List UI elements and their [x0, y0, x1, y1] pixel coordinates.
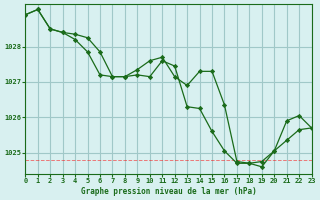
X-axis label: Graphe pression niveau de la mer (hPa): Graphe pression niveau de la mer (hPa) [81, 187, 256, 196]
